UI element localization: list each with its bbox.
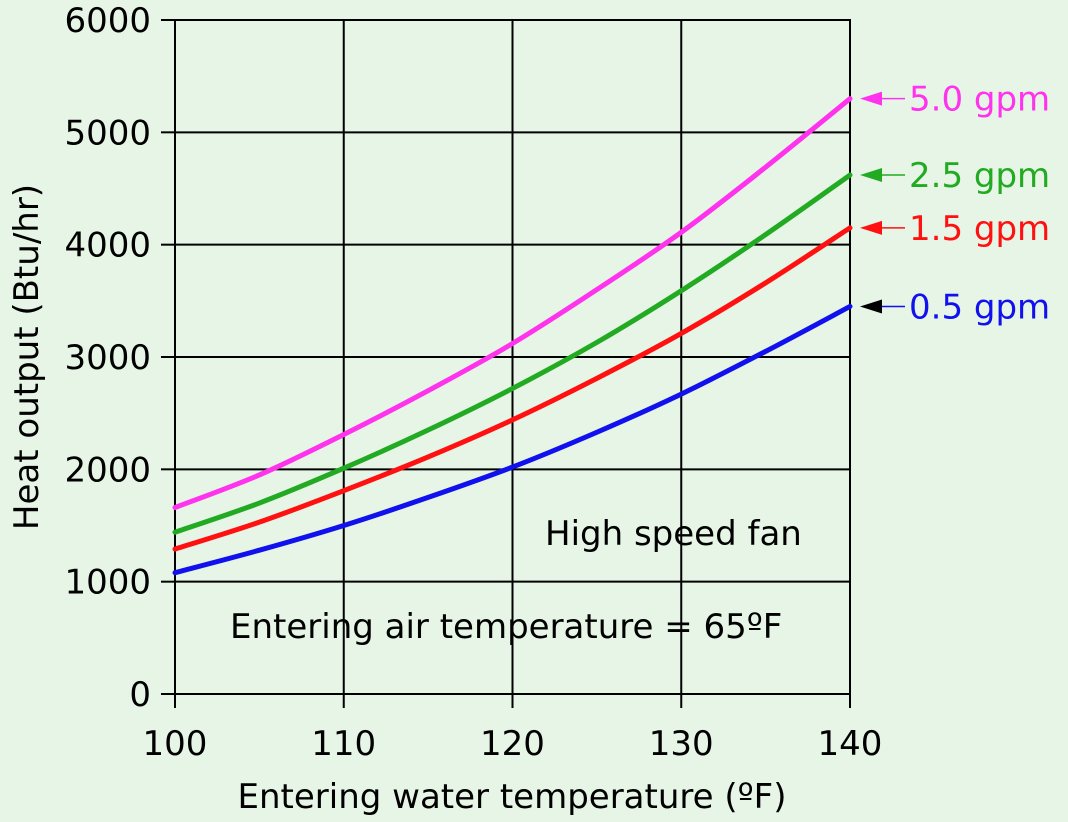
- series-line: [172, 225, 853, 552]
- legend-label: 2.5 gpm: [909, 156, 1050, 196]
- y-tick-label: 1000: [64, 563, 151, 603]
- series-line: [172, 172, 853, 535]
- x-axis-title: Entering water temperature (ºF): [238, 777, 787, 817]
- x-tick-label: 140: [818, 724, 883, 764]
- y-tick-label: 5000: [64, 113, 151, 153]
- y-tick-label: 4000: [64, 226, 151, 266]
- legend-label: 1.5 gpm: [909, 209, 1050, 249]
- x-tick-label: 110: [311, 724, 376, 764]
- y-tick-label: 3000: [64, 338, 151, 378]
- series-line: [172, 96, 853, 511]
- series-line: [172, 303, 853, 576]
- legend-arrow-head: [860, 220, 882, 235]
- legend: 5.0 gpm 2.5 gpm 1.5 gpm 0.5 gpm: [860, 80, 1050, 327]
- legend-arrow-head: [860, 168, 882, 183]
- legend-label: 5.0 gpm: [909, 80, 1050, 120]
- legend-arrow-head: [860, 91, 882, 106]
- grid: [174, 19, 851, 695]
- legend-label: 0.5 gpm: [909, 287, 1050, 327]
- x-tick-label: 100: [143, 724, 208, 764]
- y-tick-label: 6000: [64, 1, 151, 41]
- series-lines: [172, 96, 853, 576]
- y-axis: 0 1000 2000 3000 4000 5000 6000: [64, 1, 175, 715]
- y-tick-label: 2000: [64, 450, 151, 490]
- annotation-air-temperature: Entering air temperature = 65ºF: [230, 607, 782, 647]
- legend-arrow-head: [860, 299, 882, 314]
- x-tick-label: 130: [649, 724, 714, 764]
- y-axis-title: Heat output (Btu/hr): [7, 184, 47, 530]
- y-tick-label: 0: [129, 675, 151, 715]
- x-axis: 100 110 120 130 140: [143, 694, 883, 764]
- x-tick-label: 120: [480, 724, 545, 764]
- annotation-fan: High speed fan: [545, 514, 802, 554]
